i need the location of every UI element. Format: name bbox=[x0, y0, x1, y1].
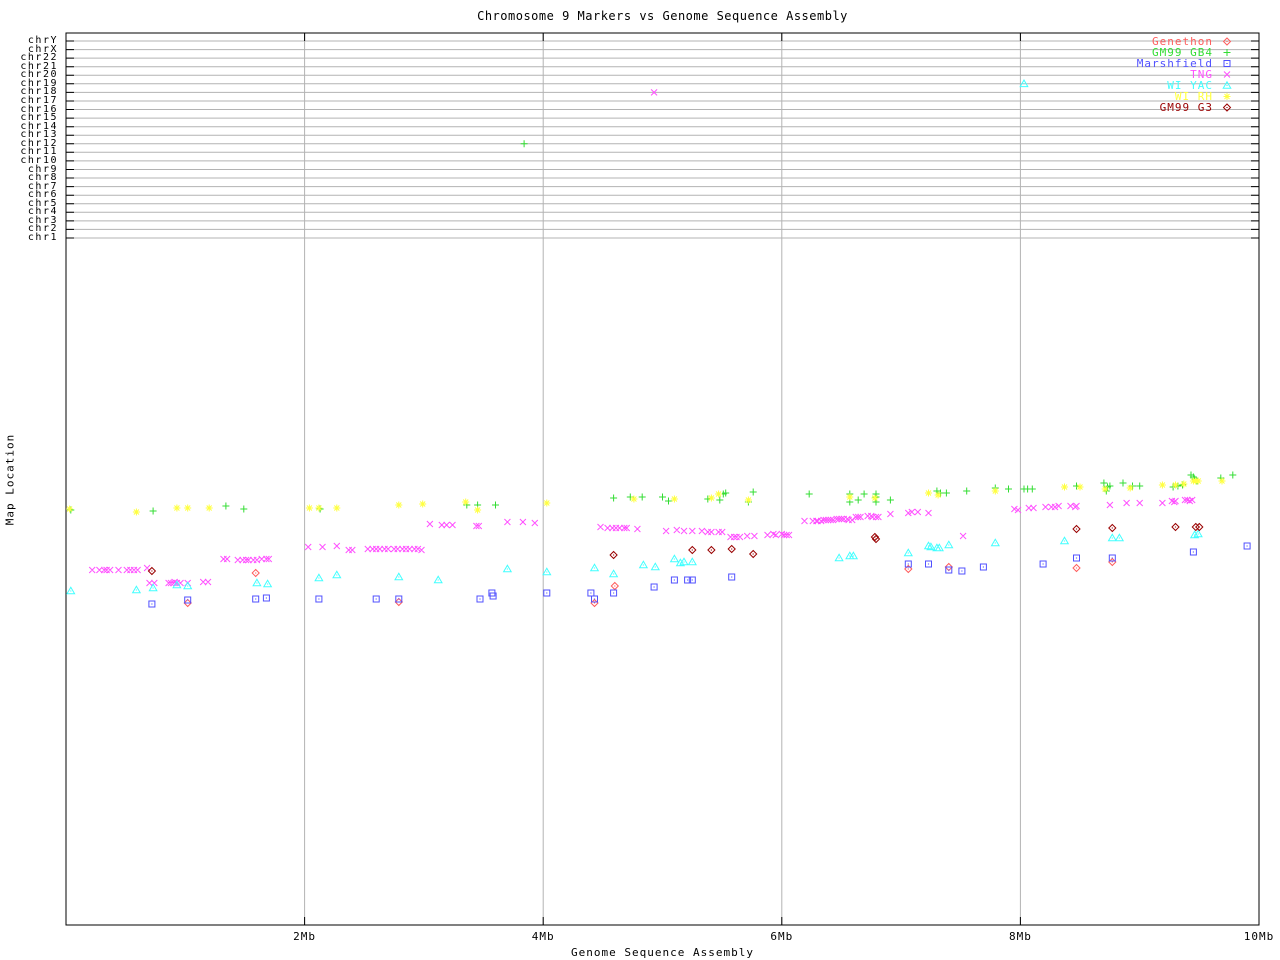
xtick-label-6Mb: 6Mb bbox=[770, 930, 794, 943]
legend-label: Marshfield bbox=[1136, 57, 1213, 70]
legend-label: WI YAC bbox=[1167, 79, 1213, 92]
xtick-label-4Mb: 4Mb bbox=[531, 930, 555, 943]
ytick-label-chr2: chr2 bbox=[27, 223, 58, 235]
x-axis-label: Genome Sequence Assembly bbox=[571, 946, 754, 959]
xtick-label-8Mb: 8Mb bbox=[1008, 930, 1032, 943]
xtick-label-2Mb: 2Mb bbox=[293, 930, 317, 943]
series-wi-rh-points bbox=[66, 477, 1226, 516]
ytick-label-chr6: chr6 bbox=[27, 189, 58, 201]
legend-label: TNG bbox=[1190, 68, 1213, 81]
legend: Genethon GM99 GB4 Marshfield TNG WI YAC WI RH… bbox=[1137, 36, 1234, 113]
diamond-open-dot-icon bbox=[1222, 37, 1232, 46]
ytick-label-chr8: chr8 bbox=[27, 172, 58, 183]
ytick-label-chr14: chr14 bbox=[20, 120, 58, 132]
ytick-label-chr17: chr17 bbox=[20, 95, 58, 106]
series-wi-yac-points bbox=[66, 78, 1203, 595]
legend-marker-glyph bbox=[1222, 37, 1232, 46]
ytick-label-chr19: chr19 bbox=[20, 77, 58, 89]
ytick-label-chr16: chr16 bbox=[20, 103, 58, 115]
legend-marker-glyph bbox=[1223, 71, 1231, 78]
ytick-label-chr20: chr20 bbox=[20, 69, 58, 81]
legend-item-tng: TNG bbox=[1137, 69, 1234, 80]
legend-label: GM99 G3 bbox=[1159, 101, 1213, 114]
ytick-label-chr21: chr21 bbox=[20, 60, 58, 72]
y-axis-label: Map Location bbox=[3, 433, 17, 526]
series-gm99-gb4-points bbox=[67, 140, 1237, 515]
ytick-label-chr3: chr3 bbox=[27, 214, 58, 226]
ytick-label-chr18: chr18 bbox=[20, 86, 58, 98]
ytick-label-chr7: chr7 bbox=[27, 180, 58, 192]
series-marshfield-points bbox=[148, 542, 1251, 608]
legend-label: GM99 GB4 bbox=[1152, 46, 1213, 59]
legend-marker-glyph bbox=[1223, 49, 1231, 56]
series-tng-points bbox=[88, 89, 1196, 587]
chart-title: Chromosome 9 Markers vs Genome Sequence … bbox=[477, 9, 848, 23]
xtick-label-10Mb: 10Mb bbox=[1243, 930, 1275, 943]
plus-icon bbox=[1223, 49, 1231, 56]
ytick-label-chrX: chrX bbox=[27, 43, 58, 55]
asterisk-icon bbox=[1223, 93, 1231, 100]
ytick-label-chr11: chr11 bbox=[20, 146, 58, 158]
legend-marker-glyph bbox=[1223, 93, 1231, 100]
ytick-label-chr4: chr4 bbox=[27, 206, 58, 218]
ytick-label-chrY: chrY bbox=[27, 35, 58, 46]
axis-ticks bbox=[66, 33, 1260, 925]
triangle-dot-icon bbox=[1222, 80, 1232, 89]
legend-item-gm99-gb4: GM99 GB4 bbox=[1137, 47, 1234, 58]
legend-marker-glyph bbox=[1222, 80, 1232, 89]
legend-item-wi-rh: WI RH bbox=[1137, 91, 1234, 102]
ytick-label-chr13: chr13 bbox=[20, 129, 58, 141]
ytick-label-chr10: chr10 bbox=[20, 154, 58, 166]
plot-border bbox=[65, 32, 1260, 926]
legend-label: WI RH bbox=[1174, 90, 1213, 103]
legend-item-marshfield: Marshfield bbox=[1137, 58, 1234, 69]
ytick-label-chr9: chr9 bbox=[27, 163, 58, 175]
legend-marker-glyph bbox=[1222, 103, 1232, 112]
series-genethon-points bbox=[183, 557, 1117, 608]
ytick-label-chr22: chr22 bbox=[20, 52, 58, 64]
ytick-label-chr12: chr12 bbox=[20, 137, 58, 149]
legend-item-gm99-g3: GM99 G3 bbox=[1137, 102, 1234, 113]
ytick-label-chr5: chr5 bbox=[27, 197, 58, 209]
diamond-open-dot-icon bbox=[1222, 103, 1232, 112]
gridlines bbox=[66, 33, 1259, 925]
ytick-label-chr15: chr15 bbox=[20, 112, 58, 124]
cross-icon bbox=[1223, 71, 1231, 78]
legend-item-wi-yac: WI YAC bbox=[1137, 80, 1234, 91]
legend-marker-glyph bbox=[1223, 60, 1231, 67]
legend-item-genethon: Genethon bbox=[1137, 36, 1234, 47]
series-gm99-g3-points bbox=[147, 522, 1204, 576]
legend-label: Genethon bbox=[1152, 35, 1213, 48]
square-open-dot-icon bbox=[1223, 60, 1231, 67]
ytick-label-chr1: chr1 bbox=[27, 232, 58, 243]
